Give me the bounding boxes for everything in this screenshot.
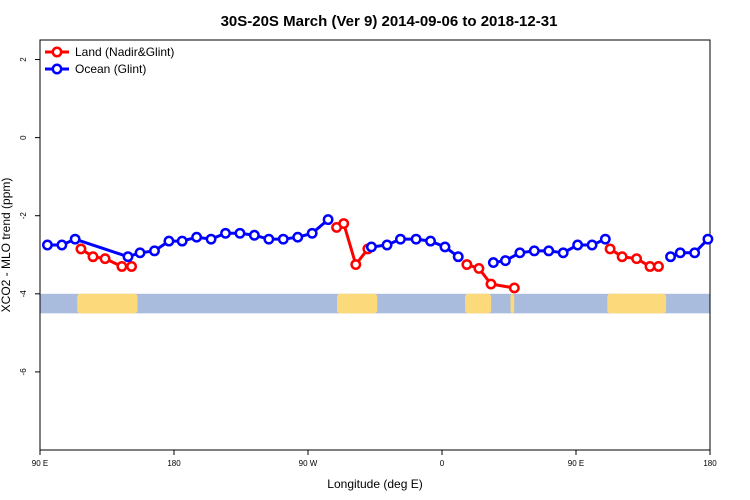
series-1-point-0-14: [277, 233, 289, 245]
legend: Land (Nadir&Glint) Ocean (Glint): [45, 45, 174, 76]
series-1-point-0-1: [56, 239, 68, 251]
series-1-point-0-9: [205, 233, 217, 245]
legend-marker-land: [51, 46, 63, 58]
series-1-point-3-2: [689, 247, 701, 259]
map-strip: [40, 293, 710, 314]
series-0-point-1-1: [338, 218, 350, 229]
x-tick-label-5: 180: [703, 459, 717, 468]
series-1-point-0-0: [41, 239, 53, 251]
series-1-point-1-2: [395, 233, 406, 245]
y-axis: 2 0 -2 -4 -6: [19, 57, 40, 376]
series-1-point-2-4: [543, 245, 555, 257]
series-0-point-3-0: [604, 243, 616, 255]
series-0-point-3-4: [653, 261, 664, 272]
x-tick-label-2: 90 W: [299, 459, 318, 468]
series-0-point-2-3: [508, 282, 520, 294]
series-1-point-2-8: [599, 233, 611, 245]
series-1-point-0-3: [122, 251, 134, 263]
series-0: [75, 218, 664, 294]
series-1-point-0-13: [263, 233, 275, 245]
series-1-point-1-5: [439, 241, 451, 253]
series-1-point-1-0: [365, 241, 377, 253]
series-0-point-2-1: [473, 262, 485, 274]
series-1-point-0-7: [176, 235, 188, 247]
series-0-point-0-3: [116, 261, 128, 272]
series-1-point-0-10: [220, 227, 231, 239]
legend-item-land: Land (Nadir&Glint): [45, 45, 174, 59]
series-1-point-0-17: [322, 214, 334, 226]
series-0-point-3-1: [616, 251, 628, 263]
x-tick-label-1: 180: [167, 459, 181, 468]
y-tick-label-1: 0: [19, 135, 28, 140]
series-0-point-1-2: [350, 259, 362, 270]
series-1-point-0-8: [191, 231, 203, 243]
legend-label-ocean: Ocean (Glint): [75, 62, 146, 76]
map-strip-land-1: [337, 293, 378, 314]
series-1-point-3-3: [702, 233, 714, 245]
map-strip-land-4: [607, 293, 667, 314]
y-tick-label-3: -4: [19, 290, 28, 298]
y-tick-label-4: -6: [19, 368, 28, 376]
plot-frame: [39, 39, 711, 451]
x-tick-label-0: 90 E: [32, 459, 48, 468]
series-1: [41, 214, 714, 269]
series-1-point-0-16: [306, 227, 318, 239]
series-1-point-1-4: [425, 235, 436, 247]
series-1-point-2-6: [572, 239, 584, 251]
series-1-point-2-2: [514, 247, 526, 259]
series-1-point-1-6: [452, 251, 464, 263]
series-1-point-2-5: [557, 247, 569, 259]
series-1-point-0-6: [163, 235, 175, 247]
series-1-point-0-11: [234, 227, 246, 239]
series-1-point-0-15: [292, 231, 304, 243]
series-0-point-0-0: [75, 243, 87, 255]
series-1-point-0-4: [134, 247, 146, 259]
series-1-point-1-3: [410, 233, 422, 245]
series-1-point-2-7: [586, 239, 598, 251]
y-tick-label-0: 2: [19, 57, 28, 62]
series-1-point-3-0: [665, 251, 676, 263]
series-0-point-0-4: [126, 261, 138, 272]
series-0-point-3-3: [644, 261, 656, 272]
series-0-line-2: [466, 263, 515, 290]
series-0-point-2-0: [461, 259, 473, 270]
series-1-point-0-2: [69, 233, 81, 245]
series-1-point-0-5: [149, 245, 160, 257]
series-1-point-3-1: [674, 247, 686, 259]
series-1-point-2-3: [528, 245, 540, 257]
map-strip-land-0: [77, 293, 138, 314]
series-layer: [41, 214, 714, 294]
series-0-point-2-2: [485, 278, 497, 290]
x-tick-label-4: 90 E: [568, 459, 584, 468]
legend-item-ocean: Ocean (Glint): [45, 62, 146, 76]
series-0-point-3-2: [631, 253, 643, 265]
series-1-point-2-1: [499, 255, 511, 267]
series-0-point-0-1: [87, 251, 99, 263]
y-tick-label-2: -2: [19, 212, 28, 220]
map-strip-land-3: [510, 293, 515, 314]
x-axis: 90 E 180 90 W 0 90 E 180: [32, 450, 717, 468]
legend-label-land: Land (Nadir&Glint): [75, 45, 174, 59]
chart-title: 30S-20S March (Ver 9) 2014-09-06 to 2018…: [221, 13, 558, 30]
series-0-point-0-2: [99, 253, 111, 265]
series-1-point-1-1: [381, 239, 393, 251]
legend-marker-ocean: [51, 63, 63, 75]
x-tick-label-3: 0: [440, 459, 445, 468]
series-1-point-0-12: [248, 229, 260, 241]
map-strip-land-2: [465, 293, 492, 314]
y-axis-label: XCO2 - MLO trend (ppm): [0, 178, 13, 313]
series-1-point-2-0: [487, 257, 499, 269]
x-axis-label: Longitude (deg E): [327, 477, 422, 491]
